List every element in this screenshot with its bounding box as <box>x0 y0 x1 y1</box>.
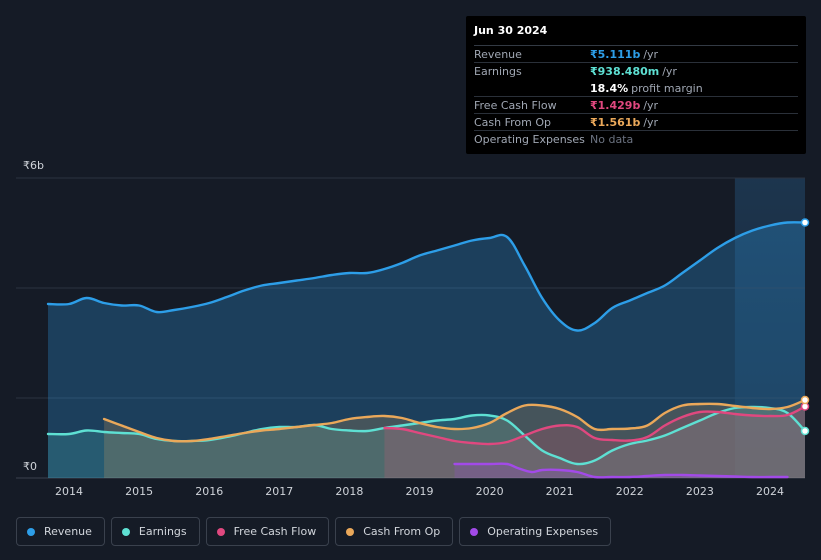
y-tick-label-zero: ₹0 <box>23 460 37 473</box>
legend-label: Revenue <box>44 525 92 538</box>
tooltip-label: Revenue <box>474 48 522 61</box>
tooltip-unit: /yr <box>643 116 659 129</box>
x-tick-label: 2018 <box>335 485 363 498</box>
tooltip-row-profit-margin: 18.4% profit margin <box>474 80 798 97</box>
chart-area: 2014 2015 2016 2017 2018 2019 2020 2021 2022 2023… <box>16 177 810 498</box>
cash-from-op-area <box>104 400 805 478</box>
tooltip-label: Operating Expenses <box>474 133 585 146</box>
tooltip-label: Free Cash Flow <box>474 99 557 112</box>
cash-from-op-line <box>102 398 807 443</box>
operating-expenses-line <box>453 462 789 479</box>
tooltip-row-free-cash-flow: Free Cash Flow ₹1.429b /yr <box>474 97 798 114</box>
earnings-end-marker <box>800 426 810 436</box>
tooltip-unit: /yr <box>643 48 659 61</box>
x-tick-label: 2020 <box>476 485 504 498</box>
x-tick-label: 2017 <box>265 485 293 498</box>
cash-from-op-end-marker <box>800 395 810 405</box>
x-tick-label: 2023 <box>686 485 714 498</box>
legend-dot-icon <box>346 527 355 536</box>
tooltip-row-cash-from-op: Cash From Op ₹1.561b /yr <box>474 114 798 131</box>
legend-item-free-cash-flow[interactable]: Free Cash Flow <box>205 517 330 546</box>
tooltip-value: ₹1.429b <box>590 99 641 112</box>
tooltip-label: Cash From Op <box>474 116 552 129</box>
tooltip-value: 18.4% <box>590 82 629 95</box>
x-tick-label: 2015 <box>125 485 153 498</box>
x-tick-label: 2019 <box>405 485 433 498</box>
legend-dot-icon <box>216 527 225 536</box>
tooltip-panel: Jun 30 2024 Revenue ₹5.111b /yr Earnings… <box>466 16 806 154</box>
x-tick-label: 2022 <box>616 485 644 498</box>
highlight-band <box>734 178 805 478</box>
legend-item-revenue[interactable]: Revenue <box>16 517 105 546</box>
legend-label: Cash From Op <box>363 525 441 538</box>
legend-item-operating-expenses[interactable]: Operating Expenses <box>459 517 612 546</box>
tooltip-value: ₹938.480m <box>590 65 660 78</box>
earnings-area <box>48 406 805 478</box>
free-cash-flow-area <box>384 406 805 478</box>
tooltip-date: Jun 30 2024 <box>474 22 798 46</box>
tooltip-label <box>474 80 590 96</box>
tooltip-value: No data <box>590 133 634 146</box>
revenue-area <box>48 222 805 478</box>
legend-label: Earnings <box>138 525 187 538</box>
legend-dot-icon <box>121 527 130 536</box>
tooltip-row-revenue: Revenue ₹5.111b /yr <box>474 46 798 63</box>
tooltip-row-earnings: Earnings ₹938.480m /yr <box>474 63 798 80</box>
tooltip-label: Earnings <box>474 65 522 78</box>
tooltip-value: ₹1.561b <box>590 116 641 129</box>
tooltip-unit: /yr <box>662 65 677 78</box>
legend-dot-icon <box>27 527 35 536</box>
tooltip-row-operating-expenses: Operating Expenses No data <box>474 131 798 148</box>
revenue-end-marker <box>800 218 810 227</box>
tooltip-unit: /yr <box>643 99 659 112</box>
x-tick-label: 2016 <box>195 485 223 498</box>
legend-item-cash-from-op[interactable]: Cash From Op <box>335 517 454 546</box>
legend-dot-icon <box>470 527 479 536</box>
x-tick-label: 2014 <box>55 485 83 498</box>
legend: Revenue Earnings Free Cash Flow Cash Fro… <box>16 517 612 546</box>
x-tick-label: 2024 <box>756 485 784 498</box>
x-tick-label: 2021 <box>546 485 574 498</box>
tooltip-value: ₹5.111b <box>590 48 641 61</box>
free-cash-flow-line <box>383 405 807 446</box>
operating-expenses-area <box>454 463 788 478</box>
legend-label: Operating Expenses <box>487 525 599 538</box>
legend-item-earnings[interactable]: Earnings <box>110 517 200 546</box>
legend-label: Free Cash Flow <box>233 525 317 538</box>
revenue-line <box>46 221 807 332</box>
tooltip-unit: profit margin <box>631 82 703 95</box>
y-tick-label-top: ₹6b <box>23 159 44 172</box>
